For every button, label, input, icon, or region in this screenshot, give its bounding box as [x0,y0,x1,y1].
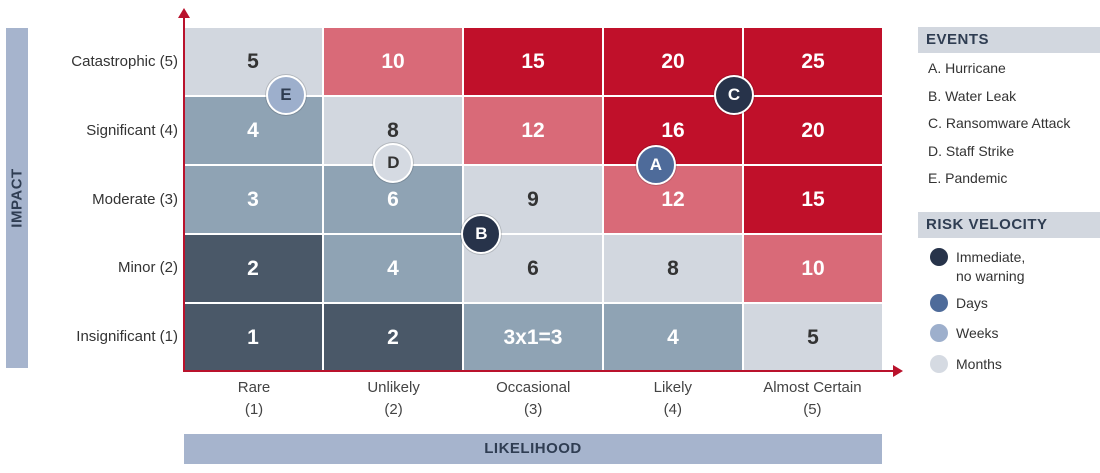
risk-cell: 4 [604,304,742,371]
likelihood-column-label: Occasional (3) [463,377,603,421]
likelihood-column-label: Almost Certain (5) [742,377,882,421]
risk-velocity-item: Weeks [918,324,999,343]
likelihood-axis-arrow-icon [893,365,903,377]
risk-cell: 5 [744,304,882,371]
likelihood-column-name: Unlikely [367,379,420,396]
impact-axis-band: IMPACT [6,28,28,368]
risk-velocity-legend: RISK VELOCITY Immediate, no warning Days We… [918,212,1100,388]
velocity-swatch-icon [930,294,948,312]
likelihood-column-score: (2) [384,401,403,418]
event-item: E. Pandemic [928,170,1008,186]
likelihood-column-score: (4) [663,401,682,418]
events-list: A. Hurricane B. Water Leak C. Ransomware A… [918,53,1100,193]
event-item: A. Hurricane [928,60,1006,76]
risk-cell: 15 [464,28,602,95]
event-marker: E [265,74,306,115]
risk-cell: 4 [324,235,462,302]
risk-cell: 12 [464,97,602,164]
likelihood-column-label: Rare (1) [184,377,324,421]
risk-cell: 20 [744,97,882,164]
risk-cell: 2 [184,235,322,302]
velocity-swatch-icon [930,324,948,342]
risk-cell: 3 [184,166,322,233]
event-marker: D [373,143,414,184]
risk-velocity-list: Immediate, no warning Days Weeks Months [918,238,1100,388]
likelihood-column-score: (3) [524,401,543,418]
impact-axis-line [183,14,185,372]
risk-cell: 10 [744,235,882,302]
impact-row-label: Significant (4) [86,121,178,139]
event-marker: A [635,145,676,186]
likelihood-axis-line [183,370,897,372]
risk-cell: 12 [604,166,742,233]
risk-velocity-label: Immediate, [956,249,1026,265]
risk-cell: 3x1=3 [464,304,602,371]
impact-axis-arrow-icon [178,8,190,18]
risk-cell: 15 [744,166,882,233]
impact-row-label: Minor (2) [117,259,178,277]
risk-velocity-item: Days [918,294,988,313]
risk-cell: 6 [464,235,602,302]
event-item: D. Staff Strike [928,142,1015,159]
impact-row-label: Insignificant (1) [76,327,178,345]
likelihood-column-name: Occasional [496,379,571,396]
events-legend: EVENTS A. Hurricane B. Water Leak C. Ranso… [918,27,1100,193]
risk-cell: 10 [324,28,462,95]
event-item: C. Ransomware Attack [928,115,1071,131]
event-marker: C [714,74,755,115]
risk-velocity-label: Weeks [956,325,999,341]
likelihood-column-name: Likely [653,379,692,396]
likelihood-column-score: (1) [244,401,264,418]
velocity-swatch-icon [930,355,948,373]
impact-row-label: Moderate (3) [92,190,178,208]
risk-velocity-item: Immediate, no warning [918,248,1025,286]
events-legend-title: EVENTS [918,27,1100,53]
event-marker: B [461,213,502,254]
likelihood-axis-band: LIKELIHOOD [184,434,882,464]
risk-cell: 1 [184,304,322,371]
impact-row-label: Catastrophic (5) [71,53,178,71]
risk-velocity-item: Months [918,355,1002,374]
likelihood-column-score: (5) [803,401,822,418]
risk-velocity-label: Months [956,356,1002,372]
velocity-swatch-icon [930,248,948,266]
risk-velocity-legend-title: RISK VELOCITY [918,212,1100,238]
likelihood-column-name: Almost Certain [763,379,862,396]
impact-axis-label: IMPACT [8,168,26,228]
likelihood-column-label: Likely (4) [603,377,743,421]
risk-velocity-label-line2: no warning [956,268,1025,284]
event-item: B. Water Leak [928,87,1017,104]
likelihood-column-label: Unlikely (2) [324,377,464,421]
likelihood-column-name: Rare [237,379,271,396]
risk-cell: 2 [324,304,462,371]
risk-cell: 8 [604,235,742,302]
risk-cell: 25 [744,28,882,95]
risk-velocity-label: Days [956,295,988,311]
